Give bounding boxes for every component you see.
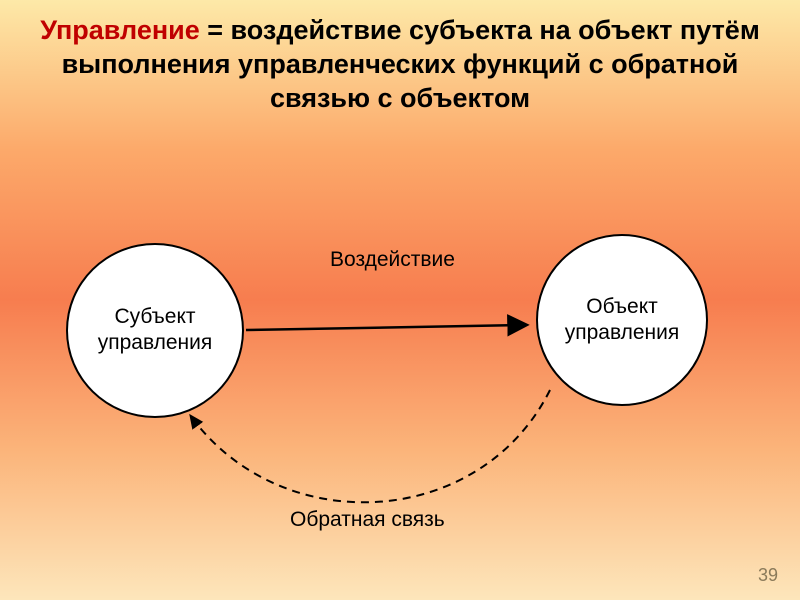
edge-impact [246,325,526,330]
edge-feedback [190,390,550,502]
edge-label-feedback: Обратная связь [290,508,445,532]
title-highlight: Управление [40,15,200,45]
slide-title: Управление = воздействие субъекта на объ… [0,0,800,115]
edge-label-impact: Воздействие [330,248,455,272]
node-subject: Субъект управления [66,243,244,418]
node-object-label: Объект управления [538,294,706,347]
node-subject-label: Субъект управления [68,304,242,357]
node-object: Объект управления [536,234,708,406]
page-number: 39 [758,565,778,586]
